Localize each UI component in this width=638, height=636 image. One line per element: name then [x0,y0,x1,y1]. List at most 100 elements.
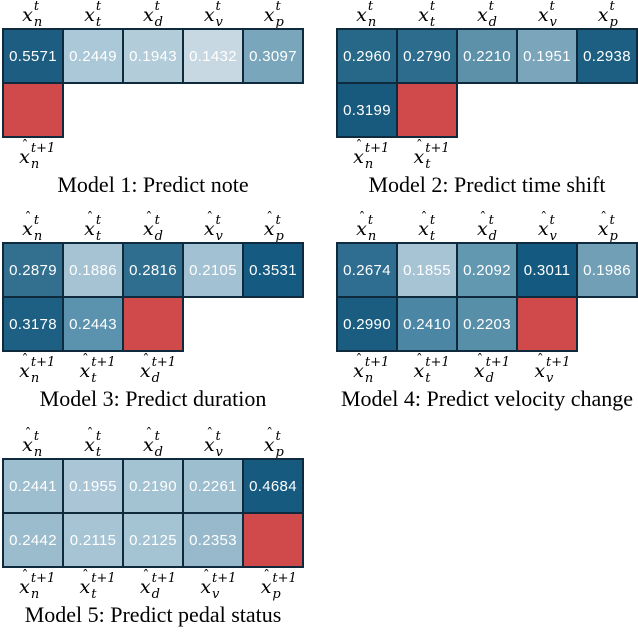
bottom-label-cell: ˆ x t+1 d [128,353,188,390]
superscript: t [33,429,40,444]
hat-accent: ˆ [600,0,608,12]
bottom-label-cell: ˆ x t+1 d [462,352,522,390]
cell-value: 0.5571 [9,47,57,65]
superscript: t [154,213,160,228]
hat-accent: ˆ [415,138,423,154]
subscript: t [91,371,97,386]
superscript: t [33,213,40,228]
subscript: d [151,587,160,602]
superscript: t [154,0,160,14]
masked-cell [122,296,184,352]
subscript: n [30,587,40,602]
value-cell: 0.2674 [336,242,398,298]
hat-accent: ˆ [81,568,89,584]
superscript: t [549,213,555,228]
bottom-label-cell: ˆ x t+1 n [7,139,67,176]
subscript: n [30,157,40,172]
subscript: n [30,371,40,386]
subscript: t [91,587,97,602]
hat-accent: ˆ [142,568,150,584]
subscript: t [425,157,431,172]
cell-value: 0.2410 [403,315,451,333]
cell-value: 0.2449 [69,47,117,65]
superscript: t+1 [364,141,390,156]
hat-accent: ˆ [86,426,94,442]
masked-cell [396,82,458,138]
subscript: n [33,445,43,460]
math-label: ˆ x t+1 t [79,568,116,602]
subscript: v [546,371,554,386]
hat-accent: ˆ [476,352,484,368]
cell-value: 0.3178 [9,315,57,333]
hat-accent: ˆ [536,352,544,368]
value-cell: 0.2443 [62,296,124,352]
math-label: ˆ x t+1 n [19,139,55,172]
cell-value: 0.2115 [69,531,117,549]
value-cell: 0.2115 [62,512,124,568]
cell-value: 0.4684 [249,477,297,495]
value-cell: 0.2125 [122,512,184,568]
value-cell: 0.2790 [396,28,458,84]
hat-accent: ˆ [145,210,153,226]
value-cell: 0.1986 [576,242,638,298]
subscript: d [485,371,494,386]
script-stack: t+1 n [31,356,55,385]
value-cell: 0.3097 [242,28,304,84]
hat-accent: ˆ [206,0,214,12]
value-cell: 0.2190 [122,458,184,514]
subscript: v [549,229,557,244]
bottom-label-cell: ˆ x t+1 n [341,139,401,176]
value-cell: 0.1951 [516,28,578,84]
subscript: n [33,15,43,30]
subscript: v [215,15,223,30]
math-label: ˆ x t+1 t [414,353,450,385]
bottom-label-cell: ˆ x t+1 t [401,353,461,390]
cell-value: 0.1986 [583,261,631,279]
script-stack: t+1 t [91,356,115,385]
cell-value: 0.2938 [583,47,631,65]
hat-accent: ˆ [266,426,274,442]
subscript: n [367,229,377,244]
cell-value: 0.1432 [189,47,237,65]
cell-value: 0.2190 [129,477,177,495]
cell-value: 0.3011 [523,261,571,279]
cell-value: 0.2441 [9,477,57,495]
subscript: v [215,229,223,244]
bottom-label-cell: ˆ x t+1 t [67,353,127,390]
bottom-label-cell: ˆ x t+1 v [188,569,248,606]
masked-cell [516,296,578,352]
subscript: v [212,587,220,602]
subscript: p [275,445,284,460]
value-cell: 0.3011 [516,242,578,298]
heatmap-grid: 0.2674 0.1855 0.2092 0.3011 0.1986 0.2990 0.24… [336,242,638,352]
script-stack: t+1 t [425,356,449,385]
superscript: t+1 [485,355,511,370]
subscript: t [429,229,436,244]
value-cell: 0.2210 [456,28,518,84]
superscript: t [609,0,615,14]
hat-accent: ˆ [420,210,428,226]
